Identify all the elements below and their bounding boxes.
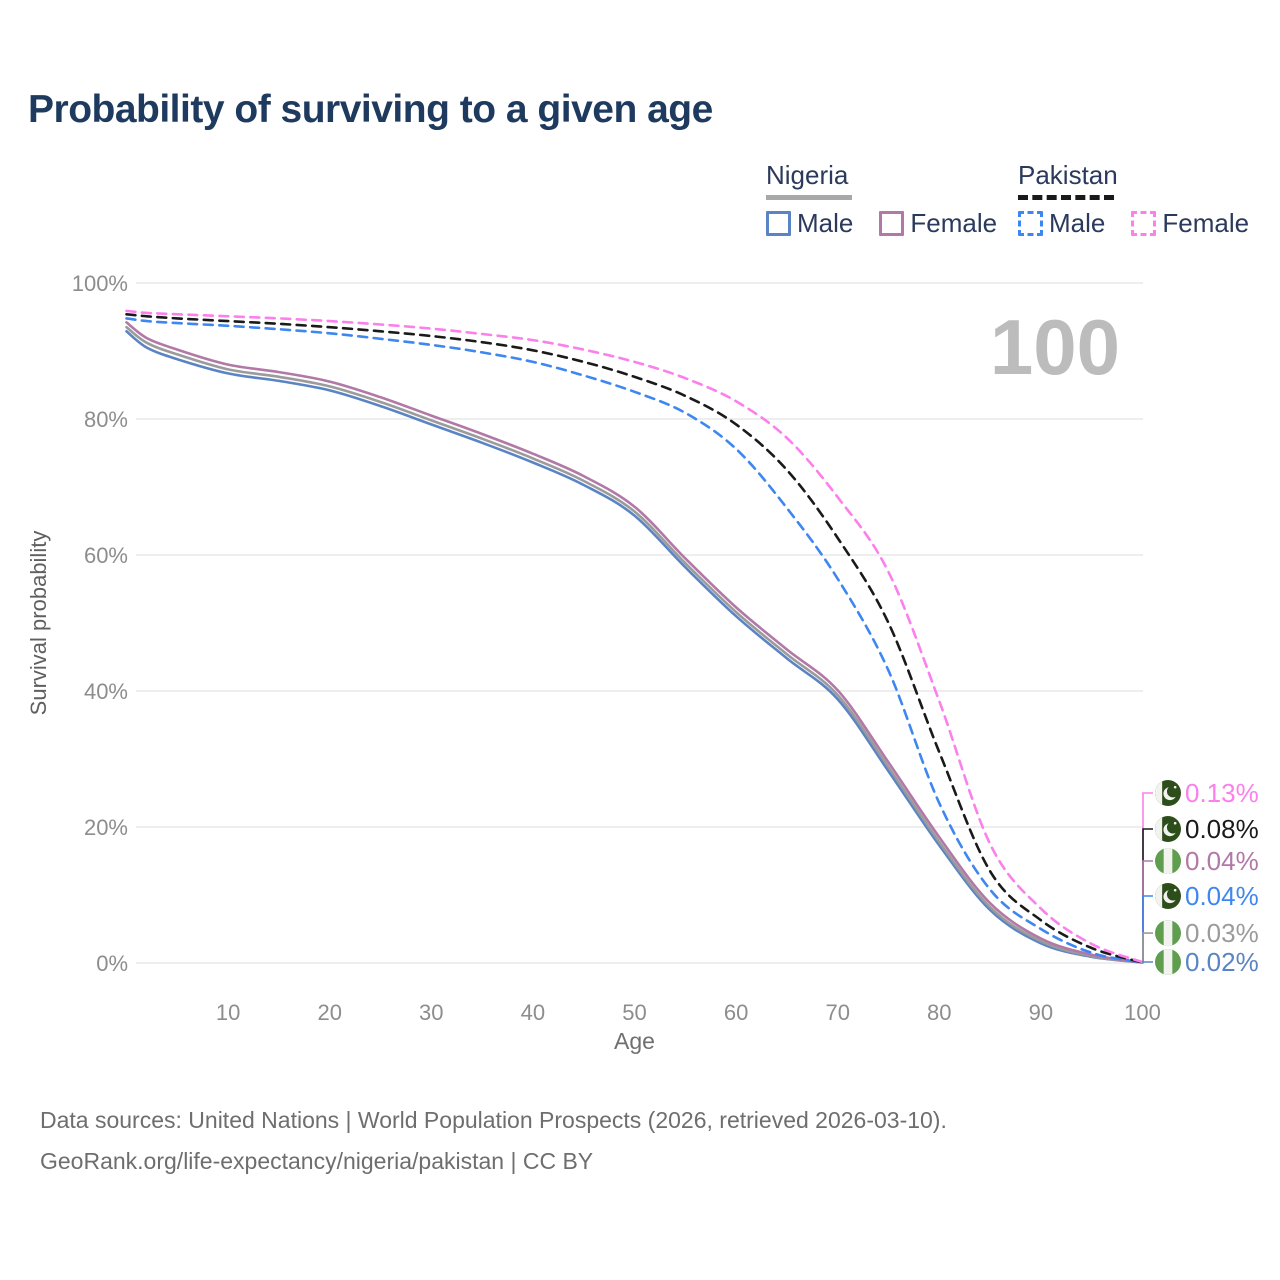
end-label-nigeria-male: 0.02% — [1185, 947, 1259, 977]
series-line-pakistan[interactable] — [125, 313, 1144, 964]
legend-swatch-nigeria-female — [879, 211, 905, 236]
end-connector-nigeria-female — [1142, 860, 1153, 963]
end-label-pakistan-male: 0.04% — [1185, 881, 1259, 911]
legend-label-pakistan-female: Female — [1162, 208, 1250, 238]
series-line-pakistan-female[interactable] — [125, 309, 1144, 964]
pakistan-flag-icon — [1155, 883, 1181, 910]
nigeria-flag-icon — [1155, 948, 1181, 975]
x-tick-label-100: 100 — [1124, 1000, 1161, 1025]
series-line-nigeria-male[interactable] — [125, 330, 1144, 964]
y-tick-label-20: 20% — [84, 815, 128, 840]
x-tick-label-10: 10 — [216, 1000, 240, 1025]
legend-swatch-pakistan-female — [1131, 211, 1157, 236]
end-label-pakistan: 0.08% — [1185, 814, 1259, 844]
y-tick-label-60: 60% — [84, 543, 128, 568]
x-tick-label-70: 70 — [825, 1000, 849, 1025]
legend-linestyle-dashed — [1018, 195, 1114, 200]
x-axis-title: Age — [614, 1028, 655, 1054]
end-label-nigeria-female: 0.04% — [1185, 846, 1259, 876]
legend-label-nigeria-female: Female — [910, 208, 998, 238]
series-line-nigeria[interactable] — [125, 325, 1144, 964]
legend-label-nigeria-male: Male — [797, 208, 854, 238]
x-tick-label-30: 30 — [419, 1000, 443, 1025]
legend-linestyle-solid — [766, 195, 852, 200]
y-tick-label-0: 0% — [96, 951, 128, 976]
attribution-note: GeoRank.org/life-expectancy/nigeria/paki… — [40, 1148, 594, 1174]
end-connector-pakistan-female — [1142, 792, 1153, 963]
x-tick-label-40: 40 — [521, 1000, 545, 1025]
series-line-nigeria-female[interactable] — [125, 321, 1144, 964]
y-tick-label-100: 100% — [72, 271, 128, 296]
x-tick-label-80: 80 — [927, 1000, 951, 1025]
legend-item-pakistan-female[interactable]: Female — [1131, 208, 1249, 239]
pakistan-flag-icon — [1155, 780, 1181, 806]
pakistan-flag-icon — [1155, 816, 1181, 843]
y-tick-label-80: 80% — [84, 407, 128, 432]
legend-item-nigeria-female[interactable]: Female — [879, 208, 997, 239]
data-sources-note: Data sources: United Nations | World Pop… — [40, 1107, 947, 1133]
end-connector-nigeria-male — [1142, 961, 1153, 963]
legend-swatch-pakistan-male — [1018, 211, 1043, 236]
legend-country-pakistan: Pakistan — [1018, 160, 1118, 190]
age-watermark: 100 — [990, 303, 1120, 391]
legend-country-nigeria: Nigeria — [766, 160, 849, 190]
x-tick-label-60: 60 — [724, 1000, 748, 1025]
legend-group-nigeria: Nigeria Male Female — [766, 160, 997, 239]
chart-footer: Data sources: United Nations | World Pop… — [40, 1100, 947, 1182]
y-tick-label-40: 40% — [84, 679, 128, 704]
legend-group-pakistan: Pakistan Male Female — [1018, 160, 1249, 239]
y-axis-title: Survival probability — [26, 531, 51, 716]
legend-swatch-nigeria-male — [766, 211, 791, 236]
end-label-nigeria: 0.03% — [1185, 918, 1259, 948]
end-label-pakistan-female: 0.13% — [1185, 778, 1259, 808]
nigeria-flag-icon — [1155, 920, 1181, 947]
legend-item-nigeria-male[interactable]: Male — [766, 208, 853, 239]
x-tick-label-50: 50 — [622, 1000, 646, 1025]
end-connector-pakistan-male — [1142, 895, 1153, 963]
page-title: Probability of surviving to a given age — [28, 88, 713, 131]
end-connector-nigeria — [1142, 932, 1153, 963]
nigeria-flag-icon — [1155, 848, 1181, 874]
x-tick-label-90: 90 — [1029, 1000, 1053, 1025]
legend-item-pakistan-male[interactable]: Male — [1018, 208, 1105, 239]
legend-label-pakistan-male: Male — [1049, 208, 1106, 238]
x-tick-label-20: 20 — [317, 1000, 341, 1025]
series-line-pakistan-male[interactable] — [125, 317, 1144, 964]
